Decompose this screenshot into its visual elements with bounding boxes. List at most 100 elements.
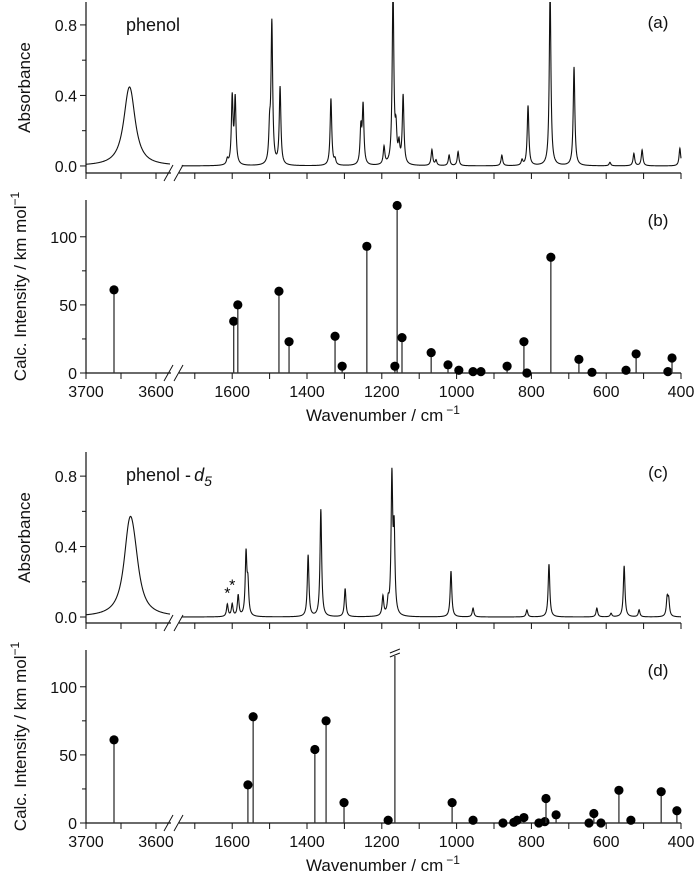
stick-marker <box>392 200 402 211</box>
x-axis-label-text: Wavenumber / cm <box>306 406 443 425</box>
y-tick-label: 0.8 <box>55 18 77 35</box>
stick-marker <box>498 818 508 828</box>
y-axis-label: Calc. Intensity / km mol−1 <box>8 641 30 831</box>
panel-label: (b) <box>648 211 669 230</box>
y-axis-label-text: Calc. Intensity / km mol <box>11 205 30 381</box>
stick-marker <box>540 817 550 827</box>
x-axis-label-superscript: −1 <box>446 403 460 417</box>
axis-break-mark <box>163 364 174 382</box>
x-tick-label: 3600 <box>138 834 174 851</box>
x-tick-label: 1400 <box>289 384 325 401</box>
stick-marker <box>587 367 597 377</box>
x-tick-label: 800 <box>518 834 545 851</box>
axis-break-mark <box>173 164 184 182</box>
stick-marker <box>584 818 594 828</box>
stick-marker <box>551 810 561 820</box>
stick-marker <box>541 793 551 804</box>
stick-marker <box>447 797 457 808</box>
species-name: phenol <box>126 15 180 35</box>
spectrum-line-fingerprint <box>181 2 682 167</box>
stick-marker <box>397 332 407 343</box>
species-label: phenol <box>126 15 180 35</box>
y-tick-label: 100 <box>50 230 77 247</box>
x-tick-label: 1600 <box>214 384 250 401</box>
stick-marker <box>663 367 673 377</box>
panel-c: 0.0 0.4 0.8 Absorbance (c) phenol - d5 ** <box>15 452 682 632</box>
spectrum-line-high <box>86 515 171 616</box>
stick-marker <box>233 300 243 310</box>
x-tick-label: 600 <box>593 384 620 401</box>
stick-marker <box>468 815 478 825</box>
species-isotope: d <box>194 465 205 485</box>
panel-label: (d) <box>648 661 669 680</box>
spectrum-line-fingerprint <box>181 467 682 618</box>
species-label: phenol - d5 <box>126 465 212 489</box>
stick-marker <box>339 797 349 808</box>
x-axis-label-superscript: −1 <box>446 853 460 867</box>
stick-marker <box>626 815 636 825</box>
stick-break-mark <box>389 648 401 654</box>
stick-marker <box>109 735 119 745</box>
stick-marker <box>631 349 641 359</box>
x-tick-label: 800 <box>518 384 545 401</box>
y-tick-label: 0.0 <box>55 610 77 627</box>
species-name: phenol - <box>126 465 191 485</box>
y-axis-label: Absorbance <box>15 492 34 583</box>
y-tick-label: 0.0 <box>55 159 77 176</box>
stick-marker <box>468 367 478 377</box>
y-tick-label: 50 <box>59 748 77 765</box>
spectrum-line-high <box>86 86 171 165</box>
stick-break-mark <box>389 652 401 658</box>
stick-marker <box>362 241 372 251</box>
axis-break-mark <box>173 364 184 382</box>
y-tick-label: 0.4 <box>55 540 77 557</box>
stick-marker <box>284 337 294 347</box>
axis-break-mark <box>163 814 174 832</box>
y-axis-label-text: Calc. Intensity / km mol <box>11 655 30 831</box>
stick-marker <box>476 367 486 377</box>
x-tick-label: 3600 <box>138 384 174 401</box>
y-axis-label-text: Absorbance <box>15 42 34 133</box>
y-tick-label: 0.8 <box>55 469 77 486</box>
x-tick-label: 1400 <box>289 834 325 851</box>
stick-marker <box>454 365 464 375</box>
stick-marker <box>390 361 400 371</box>
axis-break-mark <box>163 614 174 632</box>
y-tick-label: 0 <box>68 816 77 833</box>
y-tick-label: 0.4 <box>55 88 77 105</box>
y-axis-label-superscript: −1 <box>8 191 22 205</box>
stick-marker <box>243 780 253 790</box>
stick-marker <box>667 353 677 363</box>
x-tick-label: 1000 <box>439 834 475 851</box>
stick-marker <box>656 787 666 797</box>
stick-marker <box>229 316 239 326</box>
x-tick-label: 400 <box>668 384 695 401</box>
stick-marker <box>321 716 331 726</box>
panel-a: 0.0 0.4 0.8 Absorbance (a) phenol <box>15 2 682 182</box>
stick-marker <box>672 806 682 816</box>
stick-marker <box>574 354 584 364</box>
stick-marker <box>383 815 393 825</box>
x-tick-label: 400 <box>668 834 695 851</box>
y-axis-label-text: Absorbance <box>15 492 34 583</box>
x-tick-label: 3700 <box>68 834 104 851</box>
y-tick-label: 0 <box>68 366 77 383</box>
x-tick-label: 1000 <box>439 384 475 401</box>
stick-marker <box>596 818 606 828</box>
x-axis-label: Wavenumber / cm −1 <box>306 853 460 875</box>
stick-marker <box>310 744 320 755</box>
stick-marker <box>614 785 624 795</box>
stick-marker <box>546 252 556 262</box>
asterisk-annotation: * <box>224 586 230 603</box>
asterisk-annotation: * <box>229 578 235 595</box>
axis-break-mark <box>173 814 184 832</box>
stick-marker <box>502 361 512 371</box>
stick-marker <box>426 347 436 358</box>
y-axis-label: Calc. Intensity / km mol−1 <box>8 191 30 381</box>
y-axis-label: Absorbance <box>15 42 34 133</box>
y-tick-label: 50 <box>59 298 77 315</box>
panel-label: (a) <box>648 13 669 32</box>
stick-marker <box>443 360 453 370</box>
x-tick-label: 1200 <box>364 384 400 401</box>
